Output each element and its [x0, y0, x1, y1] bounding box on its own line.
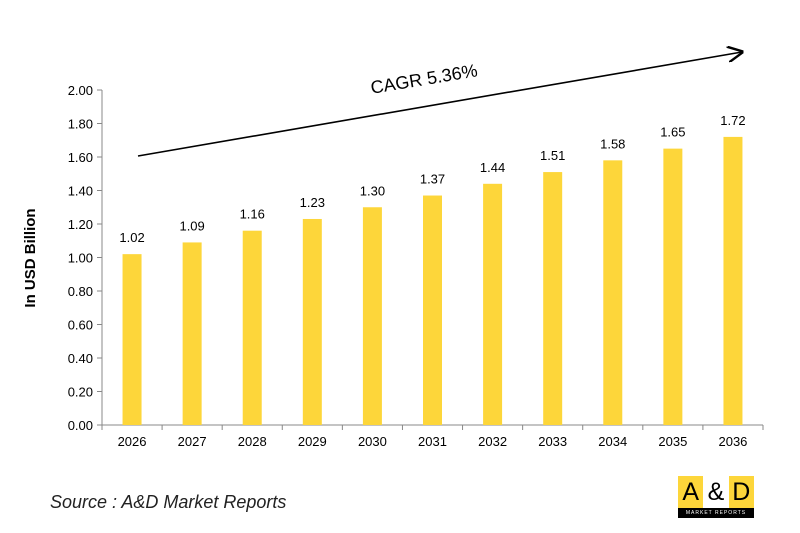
data-label: 1.23	[300, 195, 325, 210]
y-axis-label: In USD Billion	[22, 208, 39, 307]
x-tick-label: 2028	[238, 434, 267, 449]
bar	[663, 148, 683, 425]
y-tick-label: 2.00	[68, 83, 93, 98]
logo-letter: A	[678, 476, 704, 508]
x-tick-label: 2030	[358, 434, 387, 449]
data-label: 1.37	[420, 172, 445, 187]
x-axis: 2026 2027 2028 2029 2030 2031 2032 2033 2034 2035…	[101, 424, 764, 449]
data-label: 1.02	[119, 230, 144, 245]
x-tick-label: 2027	[178, 434, 207, 449]
data-label: 1.44	[480, 160, 505, 175]
bar	[242, 230, 262, 425]
bar	[182, 242, 202, 425]
bar	[362, 207, 382, 425]
data-label: 1.72	[720, 113, 745, 128]
bar	[543, 172, 563, 425]
logo-letter: &	[703, 476, 729, 508]
source-note: Source : A&D Market Reports	[50, 492, 287, 512]
y-tick-label: 1.40	[68, 184, 93, 199]
data-label: 1.16	[240, 207, 265, 222]
x-tick-label: 2033	[538, 434, 567, 449]
logo-subtitle: MARKET REPORTS	[678, 508, 754, 518]
data-label: 1.58	[600, 136, 625, 151]
y-tick-label: 1.80	[68, 117, 93, 132]
bar	[483, 183, 503, 425]
cagr-arrow	[137, 52, 742, 157]
y-tick-label: 1.60	[68, 150, 93, 165]
x-tick-label: 2035	[658, 434, 687, 449]
y-tick-label: 0.80	[68, 284, 93, 299]
data-label: 1.09	[179, 218, 204, 233]
x-tick-label: 2034	[598, 434, 627, 449]
data-label: 1.30	[360, 183, 385, 198]
bar	[723, 136, 743, 425]
data-label: 1.51	[540, 148, 565, 163]
x-tick-label: 2029	[298, 434, 327, 449]
logo-letter: D	[728, 476, 754, 508]
x-tick-label: 2036	[718, 434, 747, 449]
y-tick-label: 1.00	[68, 251, 93, 266]
y-tick-label: 0.20	[68, 385, 93, 400]
y-tick-label: 1.20	[68, 217, 93, 232]
bar	[122, 254, 142, 425]
bar	[423, 195, 442, 425]
y-tick-label: 0.40	[68, 351, 93, 366]
y-axis: 0.00 0.20 0.40 0.60 0.80 1.00 1.20 1.40 1.60 1.80…	[68, 83, 103, 433]
x-tick-label: 2026	[118, 434, 147, 449]
bar	[603, 160, 623, 425]
x-tick-label: 2031	[418, 434, 447, 449]
y-tick-label: 0.60	[68, 318, 93, 333]
cagr-annotation: CAGR 5.36%	[369, 60, 479, 98]
bar	[302, 218, 322, 425]
bars: 1.02 1.09 1.16 1.23 1.30 1.37 1.44 1.51 1.58 1.65…	[119, 113, 746, 425]
x-tick-label: 2032	[478, 434, 507, 449]
data-label: 1.65	[660, 125, 685, 140]
company-logo: A & D MARKET REPORTS	[678, 476, 754, 518]
y-tick-label: 0.00	[68, 418, 93, 433]
